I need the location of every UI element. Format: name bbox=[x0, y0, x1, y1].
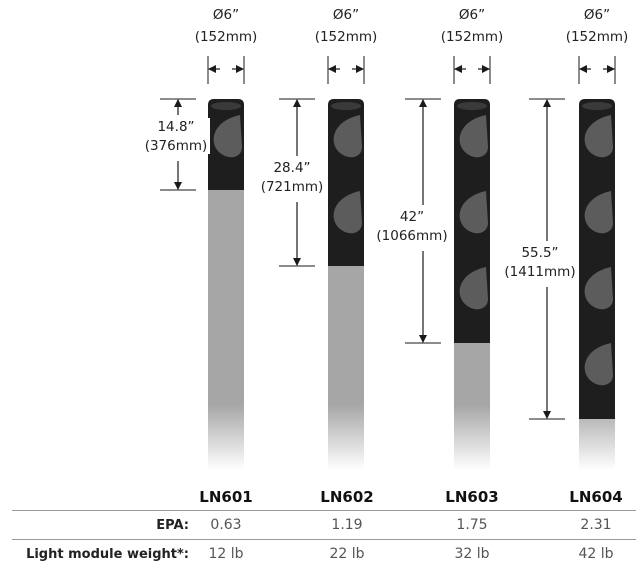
model-label-ln603: LN603 bbox=[445, 488, 499, 506]
weight-value-ln601: 12 lb bbox=[208, 546, 244, 562]
model-label-ln604: LN604 bbox=[569, 488, 623, 506]
diameter-inches-ln602: Ø6” bbox=[333, 7, 359, 23]
weight-label: Light module weight*: bbox=[26, 547, 189, 562]
module-cutout-ln604 bbox=[584, 343, 613, 386]
module-cutout-ln602 bbox=[333, 191, 362, 234]
height-inches-ln604: 55.5” bbox=[521, 245, 558, 261]
height-mm-ln601: (376mm) bbox=[145, 138, 208, 154]
weight-value-ln603: 32 lb bbox=[454, 546, 490, 562]
height-label-bg-ln601 bbox=[142, 118, 210, 154]
diameter-inches-ln603: Ø6” bbox=[459, 7, 485, 23]
module-cap-ln603 bbox=[457, 102, 487, 110]
module-cap-ln601 bbox=[211, 102, 241, 110]
height-mm-ln603: (1066mm) bbox=[376, 228, 447, 244]
height-inches-ln602: 28.4” bbox=[273, 160, 310, 176]
table-middle-rule bbox=[12, 539, 636, 540]
height-inches-ln603: 42” bbox=[400, 209, 424, 225]
module-cutout-ln603 bbox=[459, 267, 488, 310]
epa-value-ln604: 2.31 bbox=[580, 517, 612, 533]
height-inches-ln601: 14.8” bbox=[157, 119, 194, 135]
module-cutout-ln604 bbox=[584, 191, 613, 234]
height-label-bg-ln602 bbox=[258, 159, 326, 195]
epa-label: EPA: bbox=[156, 518, 189, 533]
product-diagram: Ø6” (152mm) 14.8” (376mm) Ø6” (152mm) 28.4” (72… bbox=[142, 7, 629, 470]
weight-value-ln604: 42 lb bbox=[578, 546, 614, 562]
module-cutout-ln601 bbox=[213, 115, 242, 158]
module-cap-ln604 bbox=[582, 102, 612, 110]
table-top-rule bbox=[12, 510, 636, 511]
diameter-mm-ln601: (152mm) bbox=[195, 29, 258, 45]
diameter-inches-ln604: Ø6” bbox=[584, 7, 610, 23]
model-label-ln601: LN601 bbox=[199, 488, 253, 506]
weight-value-ln602: 22 lb bbox=[329, 546, 365, 562]
height-label-bg-ln604 bbox=[506, 244, 574, 280]
light-module-ln604 bbox=[579, 99, 615, 419]
diameter-mm-ln603: (152mm) bbox=[441, 29, 504, 45]
module-cutout-ln603 bbox=[459, 191, 488, 234]
diameter-mm-ln602: (152mm) bbox=[315, 29, 378, 45]
module-cutout-ln604 bbox=[584, 267, 613, 310]
module-cutout-ln603 bbox=[459, 115, 488, 158]
epa-value-ln603: 1.75 bbox=[456, 517, 488, 533]
module-cutout-ln602 bbox=[333, 115, 362, 158]
epa-value-ln601: 0.63 bbox=[210, 517, 242, 533]
model-label-ln602: LN602 bbox=[320, 488, 374, 506]
height-mm-ln602: (721mm) bbox=[261, 179, 324, 195]
diameter-inches-ln601: Ø6” bbox=[213, 7, 239, 23]
diameter-mm-ln604: (152mm) bbox=[566, 29, 629, 45]
module-cutout-ln604 bbox=[584, 115, 613, 158]
module-cap-ln602 bbox=[331, 102, 361, 110]
height-label-bg-ln603 bbox=[378, 208, 446, 244]
height-mm-ln604: (1411mm) bbox=[504, 264, 575, 280]
epa-value-ln602: 1.19 bbox=[331, 517, 363, 533]
